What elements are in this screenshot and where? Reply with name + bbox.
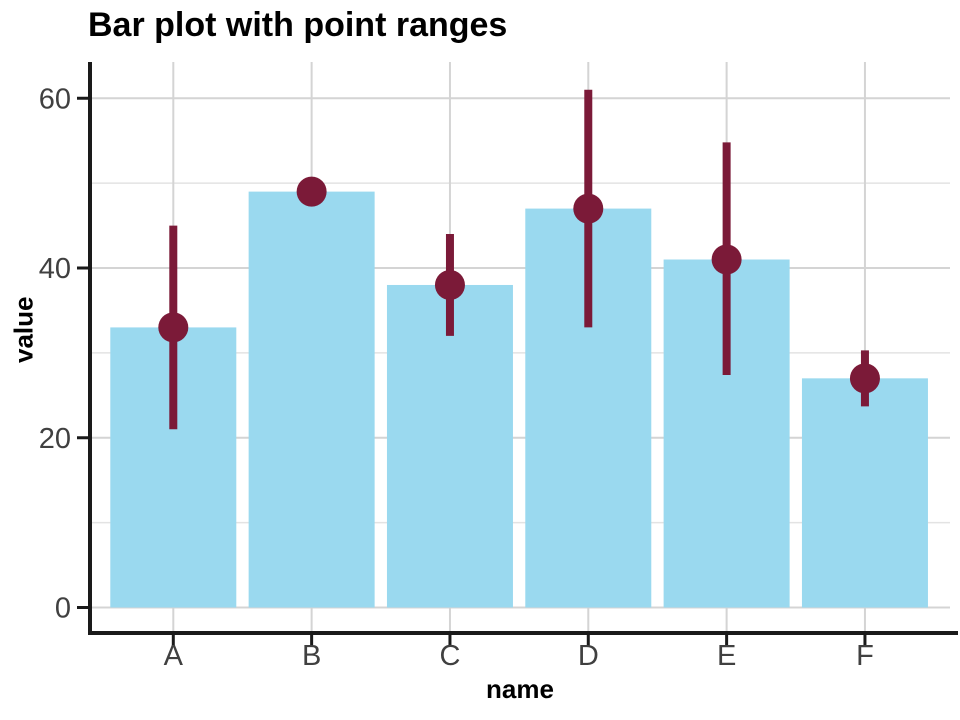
y-tick-label: 60 bbox=[39, 83, 71, 115]
y-tick-label: 20 bbox=[39, 423, 71, 455]
x-tick-label: D bbox=[578, 640, 599, 672]
x-tick-label: A bbox=[164, 640, 184, 672]
y-tick-label: 0 bbox=[55, 593, 71, 625]
bar bbox=[801, 378, 928, 608]
pointrange-dot bbox=[573, 193, 604, 224]
bar bbox=[386, 284, 513, 608]
y-tick-label: 40 bbox=[39, 253, 71, 285]
pointrange-dot bbox=[711, 244, 742, 275]
pointrange-dot bbox=[158, 312, 189, 343]
x-tick-label: C bbox=[439, 640, 460, 672]
chart-title: Bar plot with point ranges bbox=[88, 6, 508, 44]
pointrange-dot bbox=[296, 176, 327, 207]
x-tick-label: B bbox=[302, 640, 321, 672]
bar bbox=[248, 191, 375, 608]
x-axis-title: name bbox=[486, 674, 554, 704]
x-tick-label: F bbox=[856, 640, 874, 672]
pointrange-dot bbox=[434, 269, 465, 300]
pointrange-dot bbox=[849, 363, 880, 394]
x-tick-label: E bbox=[717, 640, 736, 672]
